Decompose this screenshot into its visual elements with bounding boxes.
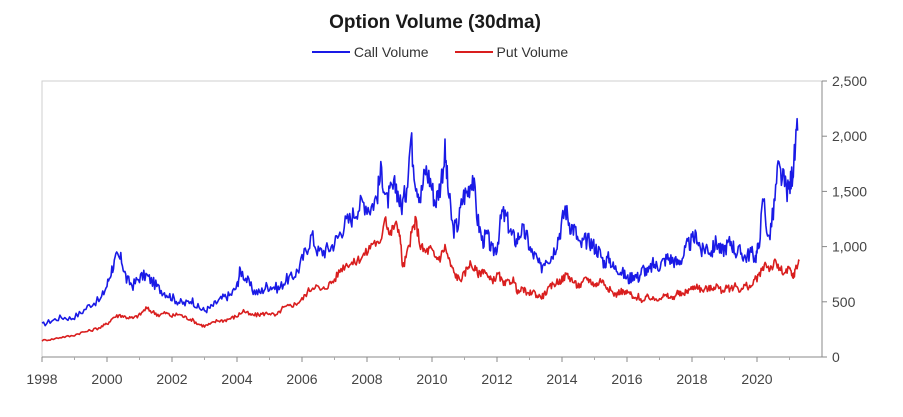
- x-tick-label-2018: 2018: [676, 371, 707, 387]
- chart-legend: Call Volume Put Volume: [0, 44, 880, 60]
- x-tick-label-2000: 2000: [91, 371, 122, 387]
- series-line-call-volume: [41, 117, 799, 327]
- legend-label-call: Call Volume: [353, 44, 429, 60]
- legend-label-put: Put Volume: [496, 44, 569, 60]
- legend-swatch-call: [311, 51, 350, 53]
- y-tick-label-1500: 1,500: [832, 183, 867, 199]
- y-tick-label-1000: 1,000: [832, 239, 867, 255]
- x-tick-label-2008: 2008: [351, 371, 382, 387]
- x-tick-label-2016: 2016: [611, 371, 642, 387]
- x-tick-label-2006: 2006: [286, 371, 317, 387]
- legend-swatch-put: [454, 51, 493, 53]
- x-tick-label-2004: 2004: [221, 371, 252, 387]
- x-tick-label-2002: 2002: [156, 371, 187, 387]
- x-tick-label-2020: 2020: [741, 371, 772, 387]
- x-tick-label-2010: 2010: [416, 371, 447, 387]
- legend-item-put: Put Volume: [454, 44, 569, 60]
- x-tick-label-2012: 2012: [481, 371, 512, 387]
- x-tick-label-1998: 1998: [26, 371, 57, 387]
- y-tick-label-2000: 2,000: [832, 128, 867, 144]
- legend-item-call: Call Volume: [311, 44, 429, 60]
- series-line-put-volume: [41, 215, 800, 342]
- y-tick-label-0: 0: [832, 349, 840, 365]
- chart-title: Option Volume (30dma): [329, 12, 541, 33]
- y-tick-label-2500: 2,500: [832, 73, 867, 89]
- y-tick-label-500: 500: [832, 294, 856, 310]
- x-tick-label-2014: 2014: [546, 371, 577, 387]
